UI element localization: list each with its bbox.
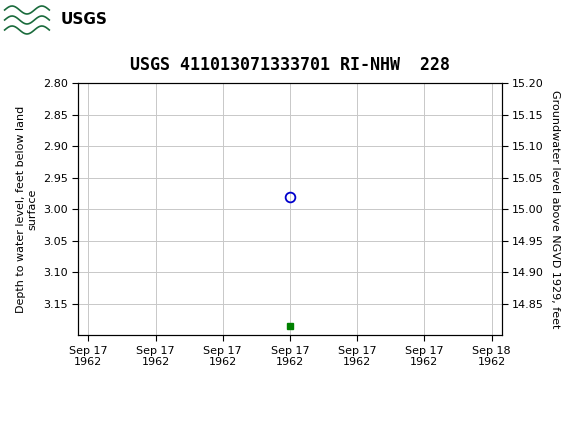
- Text: USGS: USGS: [61, 12, 108, 28]
- Text: USGS 411013071333701 RI-NHW  228: USGS 411013071333701 RI-NHW 228: [130, 56, 450, 74]
- Y-axis label: Depth to water level, feet below land
surface: Depth to water level, feet below land su…: [16, 106, 38, 313]
- Bar: [3, 2, 102, 38]
- Y-axis label: Groundwater level above NGVD 1929, feet: Groundwater level above NGVD 1929, feet: [549, 90, 560, 329]
